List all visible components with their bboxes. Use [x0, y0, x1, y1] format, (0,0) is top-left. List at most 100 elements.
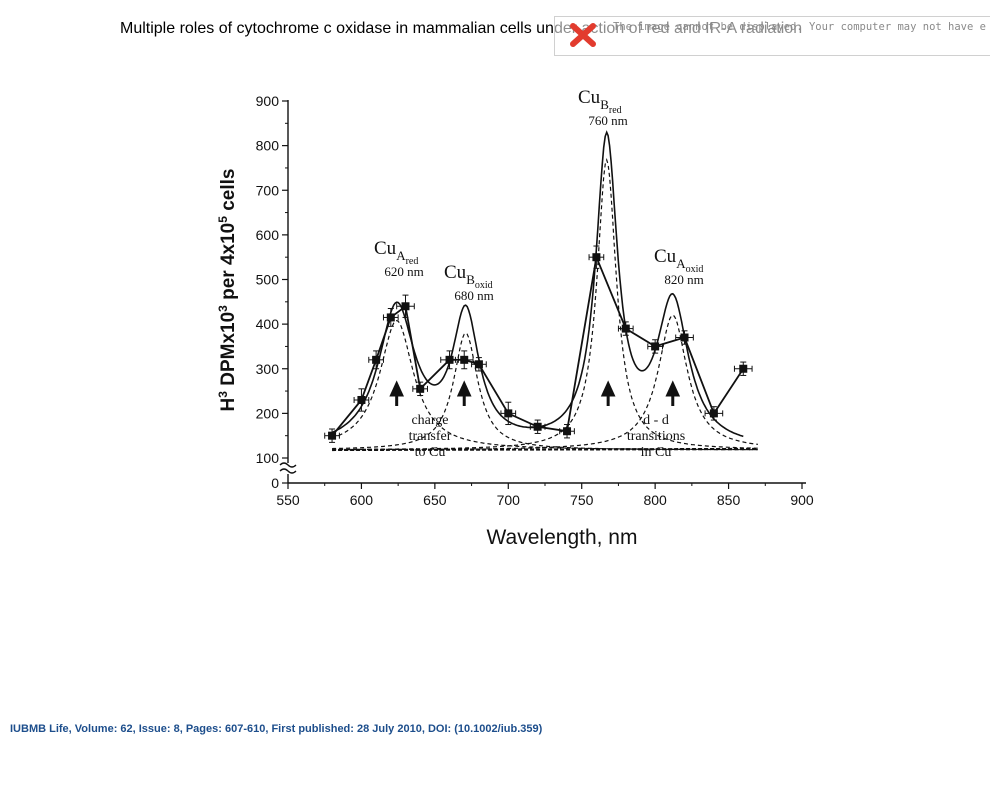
chart-axes: [279, 100, 806, 484]
broken-image-placeholder: The image cannot be displayed. Your comp…: [554, 16, 990, 56]
square-marker: [401, 302, 410, 311]
square-marker: [709, 409, 718, 418]
y-tick-label: 300: [256, 361, 280, 377]
square-marker: [504, 409, 513, 418]
peak-label-base: Cu: [578, 87, 601, 108]
square-marker: [592, 253, 601, 262]
x-tick-label: 750: [570, 492, 594, 508]
peak-wavelength-label: 680 nm: [454, 288, 493, 303]
peak-label: CuAred: [374, 238, 418, 267]
measured-point: [353, 388, 370, 412]
up-arrow-icon: [665, 380, 681, 406]
peak-wavelength-label: 820 nm: [664, 272, 703, 287]
y-tick-label: 700: [256, 182, 280, 198]
y-tick-label: 200: [256, 405, 280, 421]
peak-wavelength-label: 760 nm: [588, 113, 627, 128]
citation: IUBMB Life, Volume: 62, Issue: 8, Pages:…: [10, 723, 543, 735]
measured-line: [331, 253, 745, 437]
band-label-line: to Cu: [415, 445, 446, 460]
x-tick-label: 650: [423, 492, 447, 508]
measured-point: [396, 294, 415, 318]
measured-point: [617, 321, 634, 336]
measured-point: [382, 308, 399, 327]
y-tick-label: 0: [271, 475, 279, 491]
square-marker: [680, 333, 689, 342]
square-marker: [621, 324, 630, 333]
peak-label-subsub: red: [609, 105, 622, 116]
peak-label-base: Cu: [654, 246, 677, 267]
y-label-sup2: 3: [216, 305, 230, 312]
broken-image-x-icon: [570, 23, 596, 47]
peak-label: CuAoxid: [654, 246, 703, 275]
up-arrow-icon: [389, 380, 405, 406]
peak-label-subsub: oxid: [686, 264, 704, 275]
square-marker: [328, 431, 337, 440]
square-marker: [357, 395, 366, 404]
up-arrow-icon: [600, 380, 616, 406]
x-tick-label: 550: [276, 492, 300, 508]
square-marker: [474, 360, 483, 369]
peak-label-subsub: red: [406, 256, 419, 267]
y-label-sup3: 5: [216, 216, 230, 223]
band-label-line: transitions: [627, 429, 685, 444]
y-tick-label: 900: [256, 93, 280, 109]
square-marker: [739, 364, 748, 373]
measured-point: [500, 401, 517, 426]
measured-series: [324, 245, 753, 443]
measured-point: [368, 350, 384, 370]
x-tick-label: 700: [497, 492, 521, 508]
square-marker: [386, 313, 395, 322]
measured-point: [529, 419, 546, 434]
y-axis-label: H3 DPMx103 per 4x105 cells: [216, 169, 239, 412]
broken-image-message: The image cannot be displayed. Your comp…: [613, 21, 986, 33]
peak-label-sub: A: [676, 256, 686, 271]
x-tick-label: 850: [717, 492, 741, 508]
peak-label-base: Cu: [444, 262, 467, 283]
x-tick-label: 900: [790, 492, 814, 508]
band-label-line: transfer: [409, 429, 452, 444]
measured-point: [559, 424, 575, 439]
component-band-curve: [332, 332, 758, 451]
x-tick-label: 800: [643, 492, 667, 508]
square-marker: [460, 355, 469, 364]
x-tick-label: 600: [350, 492, 374, 508]
component-bands: [331, 157, 758, 452]
y-label-suffix: cells: [218, 169, 239, 217]
measured-point: [733, 361, 753, 376]
band-label-line: in Cu: [641, 445, 672, 460]
peak-label-sub: A: [396, 248, 406, 263]
up-arrow-icon: [456, 380, 472, 406]
square-marker: [533, 422, 542, 431]
peak-label-base: Cu: [374, 238, 397, 259]
measured-point: [647, 339, 663, 354]
measured-point: [704, 406, 724, 421]
y-label-sup1: 3: [216, 391, 230, 398]
axis-break-mark: [279, 462, 297, 474]
y-label-prefix: H: [218, 398, 239, 412]
x-axis-label: Wavelength, nm: [487, 526, 638, 549]
peak-label: CuBred: [578, 87, 622, 116]
peak-label: CuBoxid: [444, 262, 493, 291]
peak-label-sub: B: [466, 272, 475, 287]
square-marker: [563, 427, 572, 436]
y-tick-label: 600: [256, 227, 280, 243]
square-marker: [416, 384, 425, 393]
y-tick-label: 800: [256, 138, 280, 154]
square-marker: [445, 355, 454, 364]
axis-ticks: 550 600 650 700 750 800 850 900 0 100 200 300 400 500…: [256, 93, 814, 508]
square-marker: [372, 355, 381, 364]
peak-label-subsub: oxid: [475, 280, 493, 291]
measured-point: [454, 350, 474, 370]
measured-point: [324, 428, 340, 443]
measured-point: [412, 381, 429, 397]
peak-label-sub: B: [600, 97, 609, 112]
y-tick-label: 400: [256, 316, 280, 332]
band-label-line: d - d: [643, 413, 669, 428]
measured-point: [471, 357, 487, 372]
square-marker: [651, 342, 660, 351]
y-tick-label: 100: [256, 450, 280, 466]
y-label-mid: DPMx10: [218, 312, 239, 391]
band-label-line: charge: [411, 413, 448, 428]
